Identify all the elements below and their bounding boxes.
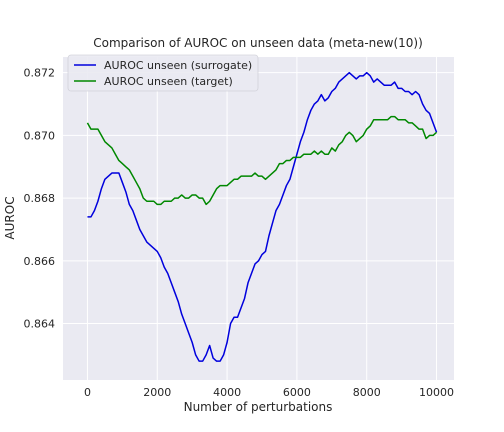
x-tick-label: 8000: [353, 386, 381, 399]
chart-title: Comparison of AUROC on unseen data (meta…: [93, 36, 423, 50]
series-line-target: [86, 115, 438, 206]
y-tick-labels: 0.864 0.866 0.868 0.870 0.872: [24, 67, 56, 331]
y-tick-label: 0.866: [24, 255, 56, 268]
y-axis-label: AUROC: [3, 196, 17, 239]
y-tick-label: 0.872: [24, 67, 56, 80]
legend-label-target: AUROC unseen (target): [104, 75, 233, 88]
series-lines: [86, 71, 438, 362]
legend: AUROC unseen (surrogate) AUROC unseen (t…: [67, 54, 259, 92]
x-tick-label: 4000: [213, 386, 241, 399]
x-tick-label: 2000: [143, 386, 171, 399]
x-tick-labels: 0 2000 4000 6000 8000 10000: [84, 386, 454, 399]
y-tick-label: 0.864: [24, 318, 56, 331]
legend-label-surrogate: AUROC unseen (surrogate): [104, 59, 252, 72]
x-tick-label: 6000: [283, 386, 311, 399]
plot-background: [63, 57, 454, 380]
series-line-surrogate: [87, 71, 438, 362]
y-tick-label: 0.870: [24, 129, 56, 142]
x-tick-label: 10000: [419, 386, 454, 399]
x-tick-label: 0: [84, 386, 91, 399]
legend-box: [67, 54, 259, 92]
x-axis-label: Number of perturbations: [184, 400, 333, 414]
y-tick-label: 0.868: [24, 192, 56, 205]
